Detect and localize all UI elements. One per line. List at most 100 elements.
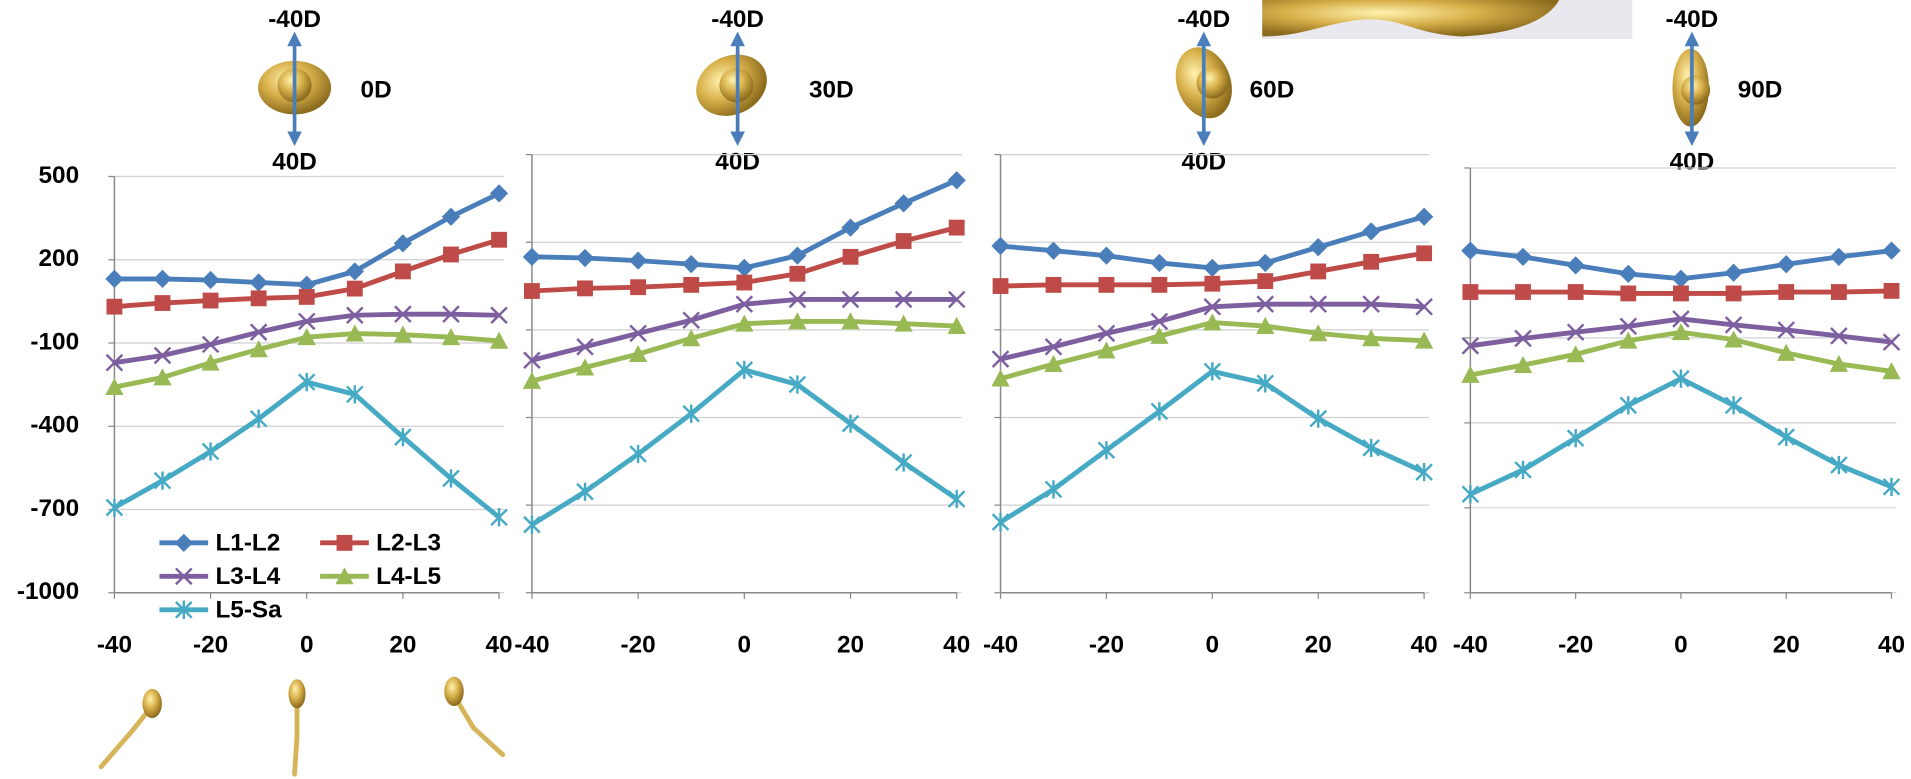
marker — [1310, 410, 1326, 428]
marker — [894, 194, 912, 212]
bottom-label: 40D — [1181, 149, 1226, 176]
series-line — [1001, 371, 1425, 522]
marker — [1044, 242, 1062, 260]
legend-label: L5-Sa — [215, 596, 282, 623]
marker — [107, 498, 123, 516]
marker — [1309, 238, 1327, 256]
leg-icons — [101, 677, 503, 774]
marker — [630, 445, 646, 463]
marker — [523, 248, 541, 266]
x-tick-label: 0 — [738, 632, 752, 659]
marker — [577, 280, 593, 296]
marker — [491, 232, 507, 248]
marker — [1462, 284, 1478, 300]
marker — [490, 184, 508, 202]
marker — [1204, 276, 1220, 292]
angle-label: 60D — [1250, 77, 1295, 104]
top-label: -40D — [268, 6, 321, 33]
legend-label: L2-L3 — [376, 530, 441, 557]
marker — [1778, 428, 1794, 446]
marker — [153, 270, 171, 288]
marker — [1726, 286, 1742, 302]
x-tick-label: -40 — [1453, 632, 1488, 659]
marker — [1673, 286, 1689, 302]
marker — [1567, 256, 1585, 274]
legend-marker — [337, 535, 353, 551]
marker — [736, 275, 752, 291]
marker — [1046, 277, 1062, 293]
x-tick-label: 40 — [1411, 632, 1438, 659]
top-label: -40D — [1666, 6, 1719, 33]
x-tick-label: 20 — [837, 632, 864, 659]
marker — [1310, 264, 1326, 280]
marker — [790, 266, 806, 282]
angle-label: 30D — [809, 77, 854, 104]
marker — [1884, 283, 1900, 299]
marker — [683, 405, 699, 423]
series-line — [114, 382, 499, 517]
series-line — [532, 370, 957, 525]
marker — [1726, 396, 1742, 414]
top-label: -40D — [711, 6, 764, 33]
angle-label: 90D — [1738, 77, 1783, 104]
x-tick-label: 0 — [1674, 632, 1688, 659]
x-tick-label: -20 — [1558, 632, 1593, 659]
marker — [949, 220, 965, 236]
marker — [1620, 286, 1636, 302]
x-tick-label: -20 — [1089, 632, 1124, 659]
marker — [683, 277, 699, 293]
marker — [1620, 396, 1636, 414]
marker — [491, 508, 507, 526]
marker — [1099, 441, 1115, 459]
vertebra-icons — [258, 39, 1710, 127]
marker — [993, 278, 1009, 294]
top-image — [1262, 0, 1632, 39]
marker — [442, 208, 460, 226]
marker — [251, 290, 267, 306]
marker — [203, 442, 219, 460]
marker — [1568, 284, 1584, 300]
marker — [991, 237, 1009, 255]
marker — [299, 289, 315, 305]
x-tick-label: -40 — [514, 632, 549, 659]
x-tick-label: 40 — [486, 632, 513, 659]
marker — [1362, 222, 1380, 240]
series-line — [532, 180, 957, 268]
marker — [443, 469, 459, 487]
marker — [735, 259, 753, 277]
x-tick-label: 0 — [1206, 632, 1220, 659]
x-tick-label: 20 — [1773, 632, 1800, 659]
marker — [576, 249, 594, 267]
y-tick-label: -400 — [30, 412, 79, 439]
marker — [630, 279, 646, 295]
marker — [1203, 259, 1221, 277]
series-line — [1001, 304, 1425, 359]
marker — [107, 299, 123, 315]
marker — [395, 263, 411, 279]
legend-label: L1-L2 — [215, 530, 280, 557]
marker — [1778, 284, 1794, 300]
marker — [577, 483, 593, 501]
y-tick-label: -700 — [30, 495, 79, 522]
marker — [949, 490, 965, 508]
marker — [896, 233, 912, 249]
marker — [1099, 277, 1115, 293]
marker — [1568, 429, 1584, 447]
marker — [251, 410, 267, 428]
marker — [1415, 208, 1433, 226]
marker — [788, 247, 806, 265]
x-tick-label: 20 — [1305, 632, 1332, 659]
x-tick-label: -40 — [97, 632, 132, 659]
x-tick-label: 40 — [943, 632, 970, 659]
marker — [1724, 264, 1742, 282]
marker — [1151, 277, 1167, 293]
marker — [1461, 242, 1479, 260]
marker — [1363, 254, 1379, 270]
legend-label: L3-L4 — [215, 563, 280, 590]
marker — [105, 270, 123, 288]
figure: -40D0D40D-1000-700-400-100200500-40-2002… — [0, 0, 1911, 779]
marker — [1257, 273, 1273, 289]
marker — [843, 415, 859, 433]
marker — [1514, 248, 1532, 266]
marker — [395, 428, 411, 446]
